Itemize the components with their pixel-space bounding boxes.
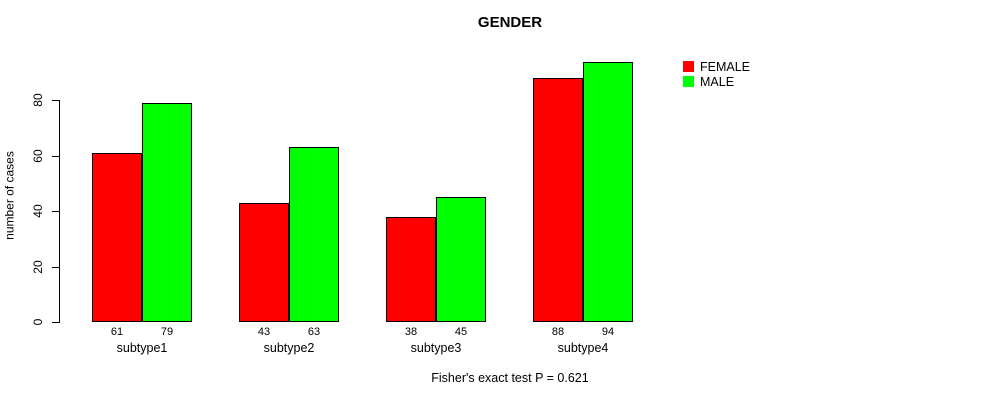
legend: FEMALE MALE [683,59,750,89]
fisher-test-annotation: Fisher's exact test P = 0.621 [431,371,589,385]
legend-item-female: FEMALE [683,59,750,74]
bar-female-subtype4 [533,78,583,322]
bar-female-subtype3 [386,217,436,322]
chart-title: GENDER [477,14,543,31]
x-category-label: subtype3 [410,341,462,355]
bar-value-label: 88 [551,326,565,338]
y-tick-mark [52,100,59,101]
bar-value-label: 45 [454,326,468,338]
y-tick-label: 80 [31,93,45,107]
legend-item-male: MALE [683,74,750,89]
x-category-label: subtype1 [116,341,168,355]
x-category-label: subtype4 [557,341,609,355]
male-color-swatch [683,76,694,87]
bar-value-label: 43 [257,326,271,338]
y-tick-mark [52,156,59,157]
bar-male-subtype3 [436,197,486,322]
bar-male-subtype4 [583,62,633,322]
y-tick-mark [52,267,59,268]
bar-value-label: 94 [601,326,615,338]
bar-male-subtype1 [142,103,192,322]
y-tick-label: 20 [31,260,45,274]
bar-value-label: 79 [160,326,174,338]
y-axis-title: number of cases [2,151,17,240]
female-color-swatch [683,61,694,72]
y-tick-label: 0 [31,318,45,326]
y-axis-line [59,100,60,323]
bar-value-label: 63 [307,326,321,338]
legend-label-male: MALE [700,74,735,89]
legend-label-female: FEMALE [700,59,751,74]
y-tick-mark [52,211,59,212]
bar-female-subtype1 [92,153,142,322]
bar-male-subtype2 [289,147,339,322]
bar-female-subtype2 [239,203,289,322]
y-tick-mark [52,322,59,323]
y-tick-label: 40 [31,204,45,218]
bar-value-label: 61 [110,326,124,338]
bar-value-label: 38 [404,326,418,338]
y-tick-label: 60 [31,149,45,163]
x-category-label: subtype2 [263,341,315,355]
